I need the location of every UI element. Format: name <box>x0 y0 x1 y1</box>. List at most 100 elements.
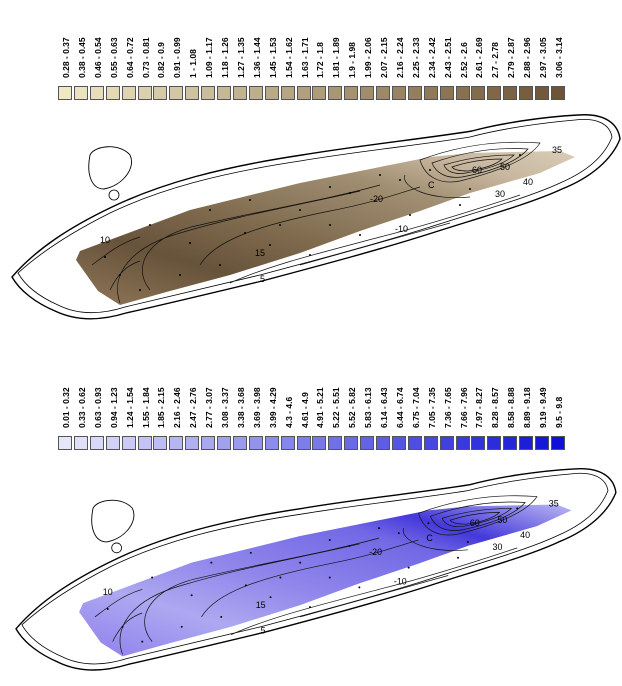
contour-label: C <box>428 180 435 190</box>
sample-point <box>399 179 401 181</box>
legend-item: 0.94 - 1.23 <box>105 350 120 450</box>
legend-label: 4.61 - 4.9 <box>299 392 310 428</box>
sample-point <box>379 174 381 176</box>
shoreline-outer <box>11 114 621 320</box>
legend-item: 4.91 - 5.21 <box>312 350 327 450</box>
legend-swatch <box>153 436 168 450</box>
legend-swatch <box>58 86 72 100</box>
legend-swatch <box>455 86 470 100</box>
legend-item: 3.08 - 3.37 <box>217 350 231 450</box>
legend-label: 8.28 - 8.57 <box>490 387 501 428</box>
legend-swatch <box>391 86 406 100</box>
legend-label: 2.97 - 3.05 <box>538 37 548 78</box>
legend-swatch <box>296 86 311 100</box>
depth-contour <box>419 141 541 183</box>
sample-point <box>141 640 144 643</box>
legend-item: 0.82 - 0.9 <box>153 0 168 100</box>
legend-item: 5.52 - 5.82 <box>344 350 359 450</box>
interpolated-surface <box>76 151 575 305</box>
legend-swatch <box>344 436 359 450</box>
legend-swatch <box>264 436 279 450</box>
legend-swatch <box>280 436 295 450</box>
legend-item: 1.54 - 1.62 <box>280 0 295 100</box>
sample-point <box>466 540 469 543</box>
legend-bottom: 0.01 - 0.32 0.33 - 0.62 0.63 - 0.93 0.94 - … <box>58 352 578 462</box>
legend-label: 2.7 - 2.78 <box>490 42 501 78</box>
legend-item: 2.07 - 2.15 <box>376 0 390 100</box>
legend-item: 3.06 - 3.14 <box>550 0 565 100</box>
legend-label: 0.55 - 0.63 <box>108 37 119 78</box>
legend-label: 1.63 - 1.71 <box>299 37 310 78</box>
legend-label: 2.34 - 2.42 <box>426 37 437 78</box>
legend-label: 6.44 - 6.74 <box>394 387 405 428</box>
depth-contour <box>443 154 515 174</box>
sample-point <box>219 264 221 266</box>
sample-point <box>407 566 410 569</box>
legend-label: 6.14 - 6.43 <box>379 387 389 428</box>
legend-swatch <box>217 86 231 100</box>
legend-item: 7.05 - 7.35 <box>423 350 438 450</box>
depth-contour <box>429 501 526 531</box>
sample-point <box>244 232 246 234</box>
legend-label: 2.16 - 2.46 <box>172 387 183 428</box>
legend-item: 8.58 - 8.88 <box>503 350 518 450</box>
legend-swatch <box>360 86 375 100</box>
sample-point <box>358 586 361 589</box>
sample-point <box>397 532 400 535</box>
sample-point <box>309 606 311 609</box>
legend-label: 1.36 - 1.44 <box>251 37 262 78</box>
depth-contour <box>229 194 521 284</box>
sample-point <box>269 244 271 246</box>
legend-item: 2.7 - 2.78 <box>487 0 502 100</box>
legend-swatch <box>248 86 263 100</box>
sample-point <box>249 199 251 201</box>
legend-swatch <box>423 86 438 100</box>
legend-label: 9.19 - 9.49 <box>538 387 548 428</box>
legend-label: 9.5 - 9.8 <box>553 396 564 428</box>
legend-label: 2.07 - 2.15 <box>379 37 389 78</box>
legend-label: 1 - 1.08 <box>188 49 199 78</box>
sample-point <box>210 561 213 564</box>
shoreline-inner <box>21 472 609 665</box>
depth-contour <box>300 575 449 618</box>
legend-item: 5.22 - 5.51 <box>328 350 343 450</box>
legend-label: 1.72 - 1.8 <box>315 42 326 78</box>
legend-swatch <box>185 436 200 450</box>
legend-swatch <box>217 436 231 450</box>
legend-swatch <box>328 86 343 100</box>
legend-swatch <box>471 436 486 450</box>
legend-item: 9.5 - 9.8 <box>550 350 565 450</box>
sample-point <box>519 154 521 156</box>
legend-swatch <box>169 436 184 450</box>
legend-label: 2.43 - 2.51 <box>442 37 453 78</box>
sample-point <box>151 576 154 579</box>
legend-swatch <box>455 436 470 450</box>
contour-label: 5 <box>260 274 265 284</box>
legend-swatch <box>391 436 406 450</box>
contour-label: 50 <box>497 515 507 525</box>
legend-item: 0.01 - 0.32 <box>58 350 72 450</box>
sample-point <box>516 507 519 510</box>
legend-item: 0.64 - 0.72 <box>121 0 136 100</box>
legend-swatch <box>519 436 534 450</box>
legend-item: 6.44 - 6.74 <box>391 350 406 450</box>
legend-swatch <box>550 436 565 450</box>
legend-label: 1.99 - 2.06 <box>363 37 374 78</box>
depth-contour <box>451 158 503 172</box>
legend-label: 1.18 - 1.26 <box>220 37 230 78</box>
legend-label: 7.66 - 7.96 <box>458 387 469 428</box>
sample-point <box>328 576 331 579</box>
sample-point <box>348 544 351 547</box>
legend-item: 1.63 - 1.71 <box>296 0 311 100</box>
legend-label: 1.09 - 1.17 <box>204 37 215 78</box>
legend-swatch <box>407 86 422 100</box>
contour-label: -20 <box>370 194 383 204</box>
legend-swatch <box>296 436 311 450</box>
legend-label: 1.55 - 1.84 <box>140 387 151 428</box>
sample-point <box>279 224 281 226</box>
legend-swatch <box>280 86 295 100</box>
legend-swatch <box>312 86 327 100</box>
legend-swatch <box>137 86 152 100</box>
depth-contour <box>109 260 141 291</box>
contour-label: 60 <box>470 518 480 528</box>
